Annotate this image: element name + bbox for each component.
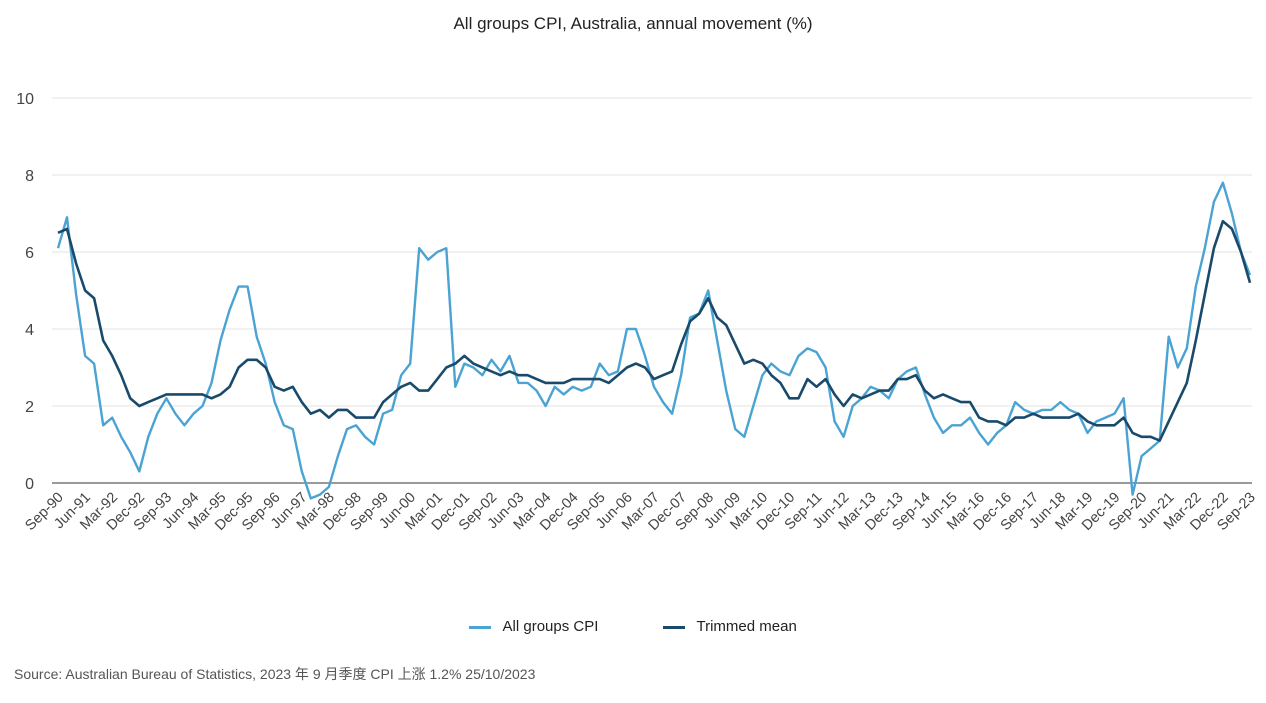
legend-label-trimmed-mean: Trimmed mean	[696, 618, 797, 635]
x-axis: Sep-90Jun-91Mar-92Dec-92Sep-93Jun-94Mar-…	[22, 490, 1258, 534]
series-line-trimmed-mean	[57, 219, 1252, 442]
series-layer	[56, 181, 1252, 500]
y-tick-label: 10	[16, 91, 34, 108]
y-tick-label: 6	[25, 245, 34, 262]
legend: All groups CPI Trimmed mean	[0, 618, 1266, 635]
y-tick-label: 2	[25, 399, 34, 416]
line-chart: 0 2 4 6 8 10 Sep-90Jun-91Mar-92Dec-92Sep-93Ju…	[16, 91, 1259, 534]
chart-title: All groups CPI, Australia, annual moveme…	[453, 14, 813, 33]
legend-item-trimmed-mean[interactable]: Trimmed mean	[662, 618, 797, 635]
y-axis: 0 2 4 6 8 10	[16, 91, 34, 493]
y-tick-label: 4	[25, 322, 34, 339]
source-note: Source: Australian Bureau of Statistics,…	[14, 666, 536, 682]
legend-swatch-trimmed-mean	[662, 625, 685, 629]
y-tick-label: 0	[25, 476, 34, 493]
legend-item-cpi[interactable]: All groups CPI	[469, 618, 598, 635]
grid-layer	[52, 97, 1252, 484]
legend-swatch-cpi	[469, 625, 492, 629]
legend-label-cpi: All groups CPI	[502, 618, 599, 635]
y-tick-label: 8	[25, 168, 34, 185]
series-line-all-groups-cpi	[56, 181, 1252, 500]
